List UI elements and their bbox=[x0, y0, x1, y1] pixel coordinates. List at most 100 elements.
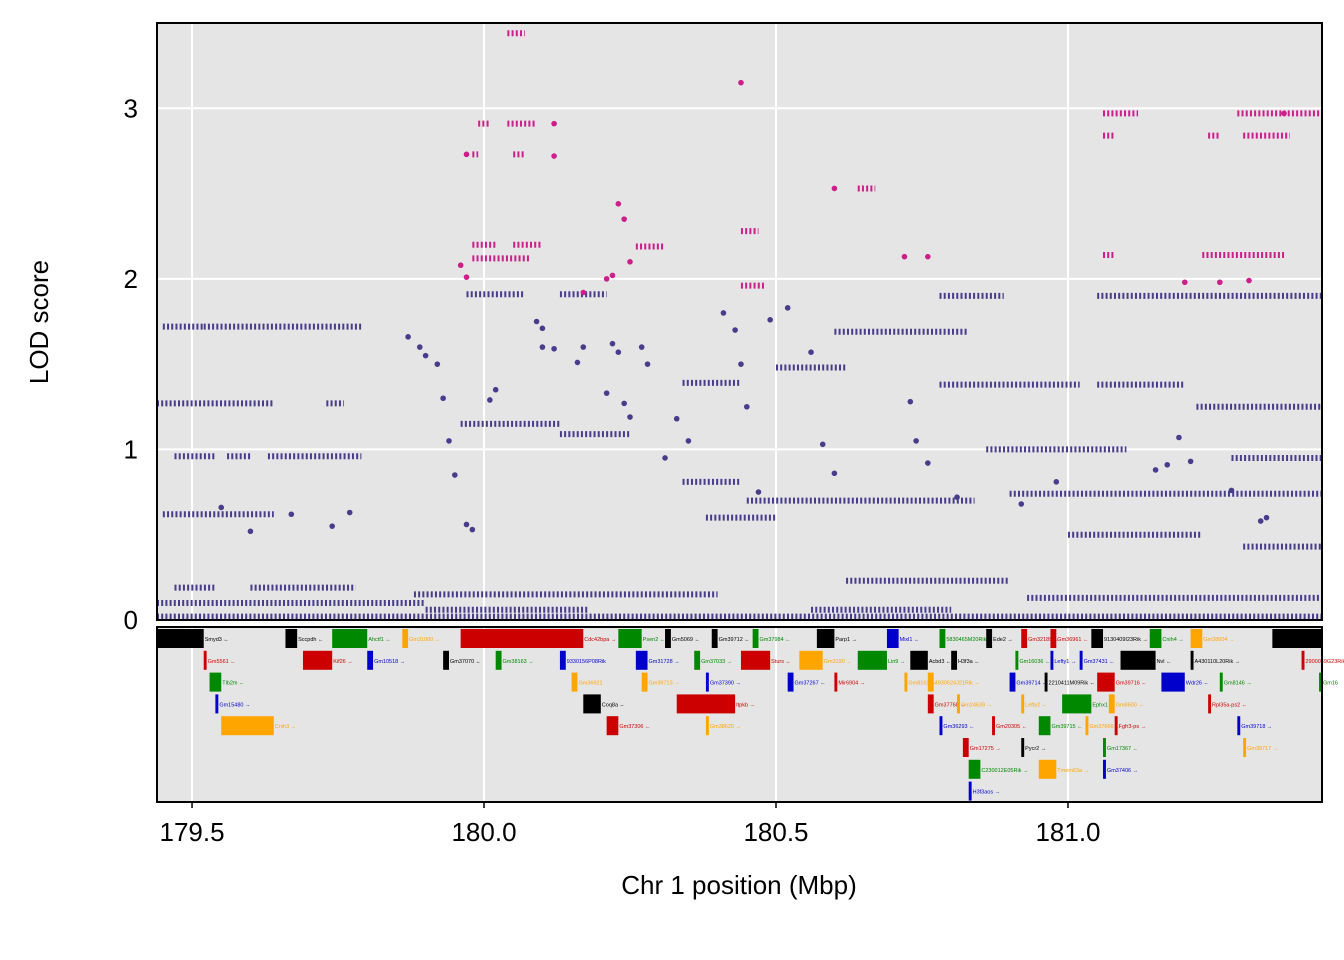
gene-label: Gm37267 ← bbox=[795, 681, 826, 687]
gene-box bbox=[302, 650, 333, 670]
x-axis: 179.5 180.0 180.5 181.0 bbox=[159, 802, 1101, 847]
lod-point bbox=[1164, 461, 1171, 468]
gene-box bbox=[986, 629, 993, 648]
gene-label: Gm37390 → bbox=[710, 681, 741, 687]
gene-label: Gm3190 ← bbox=[824, 659, 852, 665]
gene-box bbox=[209, 672, 222, 692]
gene-label: Smyd3 ← bbox=[205, 637, 229, 643]
gene-box bbox=[1038, 759, 1057, 779]
lod-point bbox=[907, 398, 914, 405]
lod-point bbox=[609, 340, 616, 347]
gene-label: Psen2 ← bbox=[643, 637, 666, 643]
gene-track: Smyd3 ← Sccpdh ← Ahctf1 ← Gm31000 → Cdc42bpa… bbox=[157, 629, 1344, 801]
gene-label: 9330156P08Rik bbox=[567, 659, 606, 665]
x-tick-label: 180.0 bbox=[451, 817, 516, 847]
gene-box bbox=[705, 672, 709, 692]
gene-label: Gm37984 ← bbox=[759, 637, 790, 643]
gene-box bbox=[495, 650, 502, 670]
gene-label: Coq8a ← bbox=[602, 702, 625, 708]
highlight-point bbox=[551, 120, 557, 127]
gene-label: Gm37406 → bbox=[1107, 768, 1138, 774]
lod-point bbox=[913, 438, 919, 444]
gene-box bbox=[676, 694, 736, 714]
x-tick-label: 180.5 bbox=[743, 817, 808, 847]
y-axis-title: LOD score bbox=[24, 260, 54, 384]
lod-point bbox=[434, 361, 441, 367]
gene-box bbox=[285, 629, 298, 648]
lod-point bbox=[732, 327, 738, 333]
gene-box bbox=[1301, 650, 1305, 670]
lod-point bbox=[446, 438, 452, 444]
gene-box bbox=[1021, 694, 1025, 714]
lod-point bbox=[329, 523, 335, 529]
lod-point bbox=[808, 349, 814, 356]
gene-box bbox=[1237, 716, 1241, 736]
gene-label: Mir6904 → bbox=[838, 681, 865, 687]
gene-label: Gm37768 ← bbox=[935, 702, 966, 708]
gene-box bbox=[1050, 650, 1054, 670]
gene-label: Gm20305 ← bbox=[996, 724, 1027, 730]
gene-box bbox=[904, 672, 908, 692]
gene-box bbox=[951, 650, 958, 670]
gene-label: Gm37306 ← bbox=[619, 724, 650, 730]
highlight-point bbox=[901, 253, 908, 260]
gene-label: Gm16 bbox=[1323, 681, 1338, 687]
gene-label: Gm17367 ← bbox=[1107, 746, 1138, 752]
lod-point bbox=[954, 494, 960, 500]
gene-box bbox=[157, 629, 204, 648]
lod-point bbox=[551, 345, 557, 352]
gene-box bbox=[962, 738, 969, 757]
highlight-point bbox=[551, 153, 557, 159]
gene-box bbox=[939, 716, 943, 736]
lod-point bbox=[452, 472, 458, 478]
gene-box bbox=[740, 650, 771, 670]
gene-box bbox=[1097, 672, 1115, 692]
gene-box bbox=[752, 629, 759, 648]
lod-point bbox=[755, 489, 762, 495]
gene-label: Gm37033 → bbox=[701, 659, 732, 665]
lod-point bbox=[662, 455, 668, 461]
highlight-point bbox=[738, 79, 744, 86]
gene-label: 2900069G23Rik bbox=[1305, 659, 1344, 665]
x-axis-title: Chr 1 position (Mbp) bbox=[621, 870, 857, 900]
gene-box bbox=[799, 650, 823, 670]
lod-point bbox=[1152, 467, 1159, 473]
highlight-point bbox=[1181, 279, 1188, 286]
highlight-point bbox=[621, 216, 627, 222]
gene-box bbox=[635, 650, 648, 670]
gene-box bbox=[460, 629, 584, 648]
gene-label: Sturs ← bbox=[771, 659, 791, 665]
gene-box bbox=[1062, 694, 1092, 714]
highlight-point bbox=[615, 201, 622, 207]
gene-label: Mixl1 ← bbox=[900, 637, 920, 643]
gene-box bbox=[1120, 650, 1156, 670]
gene-box bbox=[641, 672, 648, 692]
highlight-point bbox=[831, 185, 838, 192]
gene-label: Gm31000 → bbox=[409, 637, 440, 643]
gene-box bbox=[1108, 694, 1115, 714]
gene-box bbox=[1091, 629, 1104, 648]
lod-point bbox=[1257, 518, 1264, 524]
gene-box bbox=[957, 694, 960, 714]
gene-label: Gm39713 → bbox=[649, 681, 680, 687]
gene-box bbox=[443, 650, 449, 670]
gene-box bbox=[203, 650, 207, 670]
gene-box bbox=[1050, 629, 1057, 648]
gene-label: 2210411M09Rik ← bbox=[1049, 681, 1096, 687]
gene-label: Gm36293 ← bbox=[943, 724, 974, 730]
y-tick-label: 1 bbox=[124, 434, 138, 464]
lod-point bbox=[539, 325, 546, 332]
lod-point bbox=[1187, 458, 1194, 465]
gene-box bbox=[968, 781, 972, 801]
gene-box bbox=[559, 650, 566, 670]
gene-box bbox=[1149, 629, 1162, 648]
lod-point bbox=[819, 441, 826, 448]
gene-label: Tmem63a → bbox=[1057, 768, 1089, 774]
gene-label: Nvl ← bbox=[1157, 659, 1172, 665]
lod-point bbox=[831, 470, 838, 477]
gene-label: Gm16036 ← bbox=[1019, 659, 1050, 665]
gene-label: Gm8161 → bbox=[908, 681, 936, 687]
gene-label: Ahctf1 ← bbox=[368, 637, 391, 643]
lod-point bbox=[627, 414, 633, 420]
lod-point bbox=[346, 509, 353, 516]
